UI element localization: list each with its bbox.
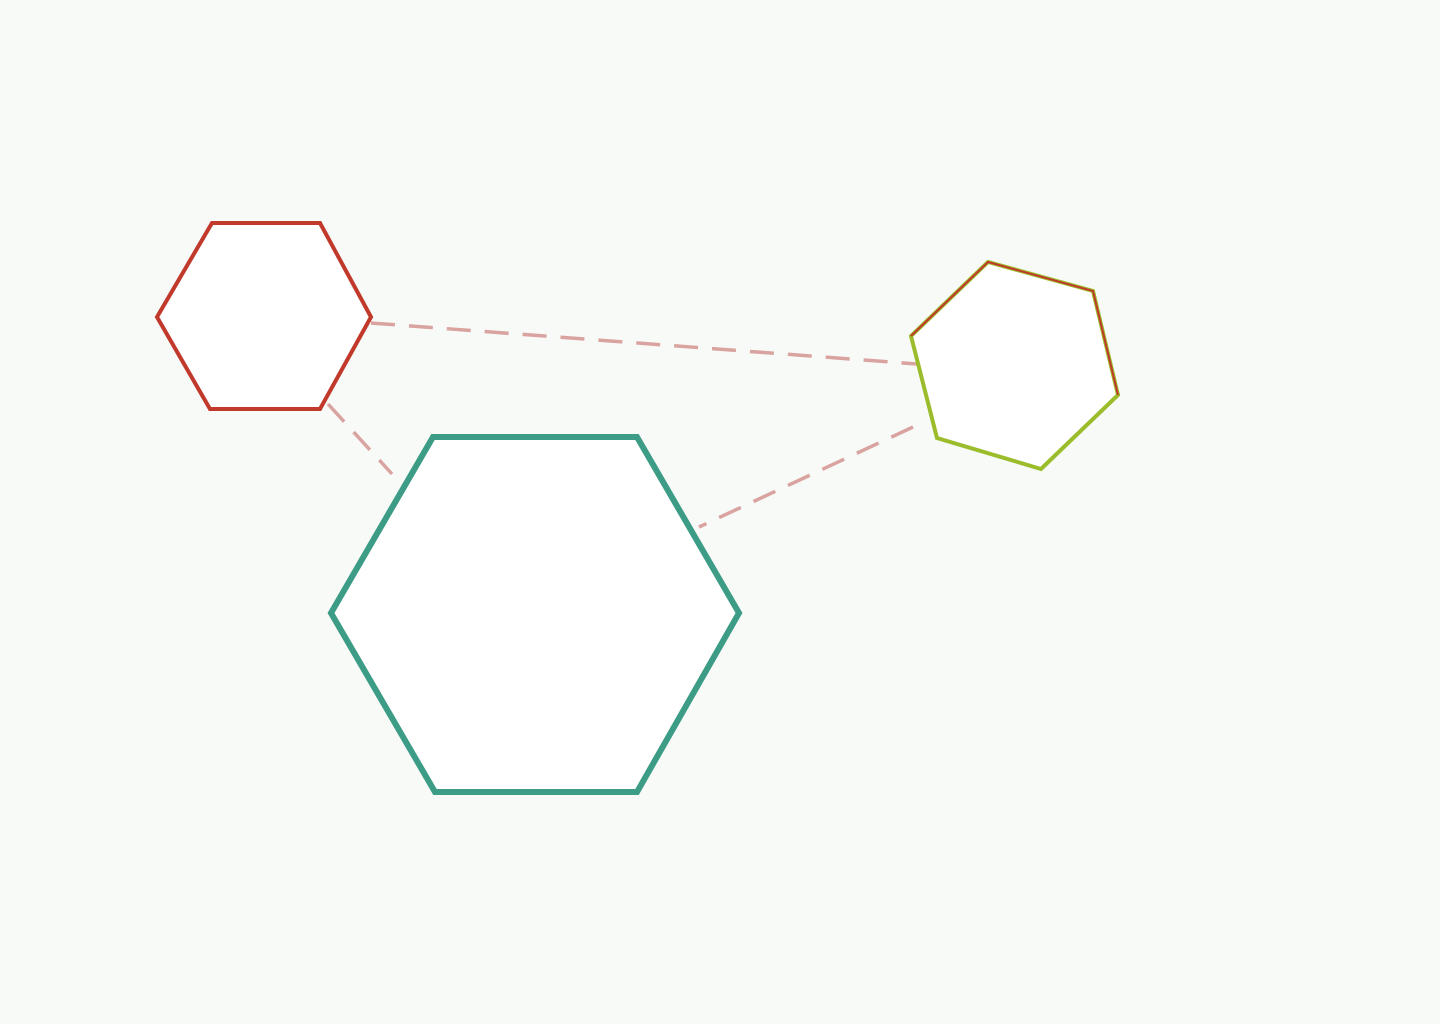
- connector-red-to-green: [370, 321, 918, 366]
- connector-red-to-teal: [326, 402, 394, 476]
- hexagon-node-green[interactable]: [908, 259, 1121, 472]
- connectors-layer: [326, 321, 918, 529]
- hexagon-node-red[interactable]: [154, 221, 374, 411]
- hexagon-node-green-accent-edge: [910, 260, 1119, 396]
- nodes-layer: [154, 221, 1121, 795]
- hexagon-node-green-shape: [908, 259, 1121, 472]
- hexagon-node-teal[interactable]: [327, 434, 743, 795]
- connector-green-to-teal: [698, 425, 914, 529]
